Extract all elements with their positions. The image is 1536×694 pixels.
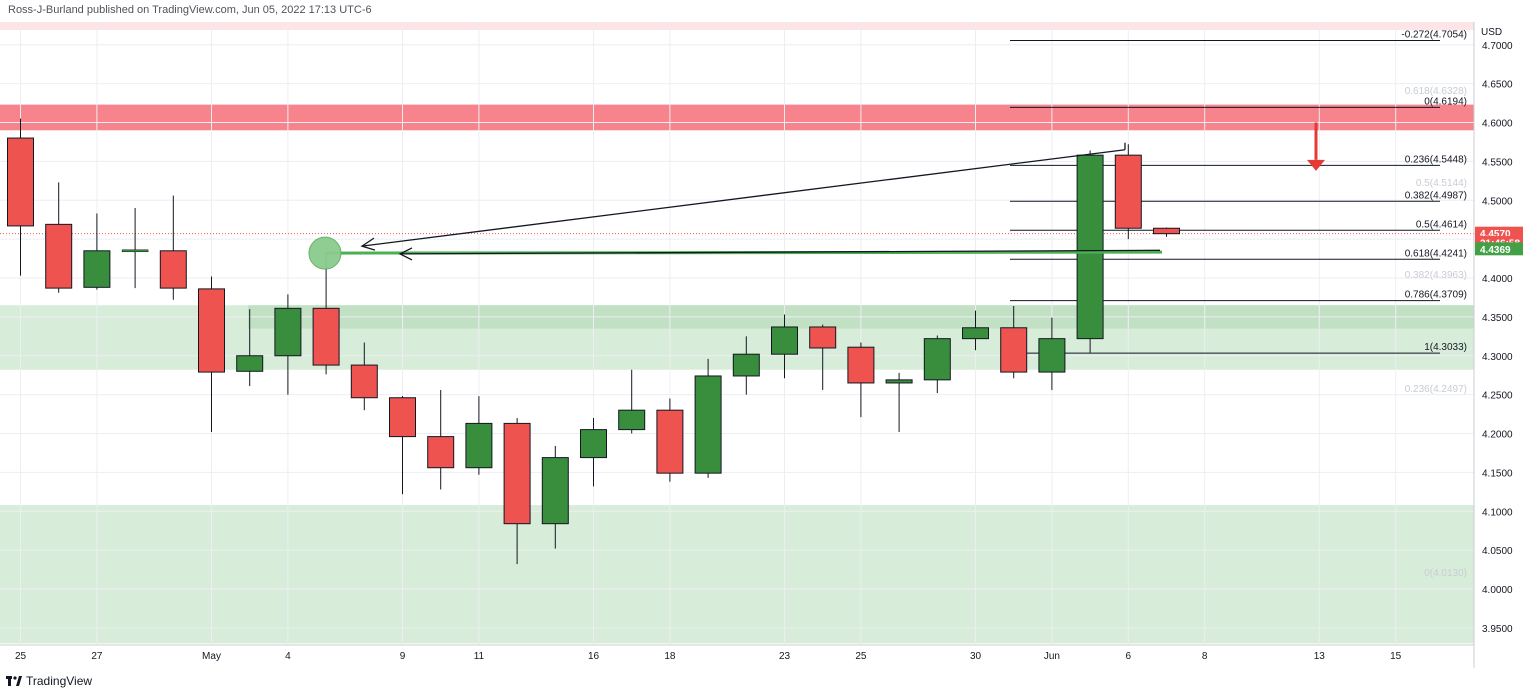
candle-body	[312, 307, 340, 366]
fib-label: 0.5(4.4614)	[1416, 219, 1467, 230]
fib-label: 0.618(4.4241)	[1405, 248, 1467, 259]
candle-body	[771, 326, 798, 355]
y-tick-label: 4.2500	[1482, 391, 1513, 402]
candle-body	[1076, 154, 1104, 340]
pointer-line-lower	[399, 249, 1161, 255]
x-tick-label: 27	[91, 651, 103, 662]
candle-body	[1000, 327, 1028, 373]
pointer-arrowhead-lower	[398, 247, 413, 261]
axes-layer: USD 4.70004.65004.60004.55004.50004.4500…	[0, 22, 1523, 668]
down-arrow-head	[1307, 159, 1325, 171]
candles-layer	[7, 118, 1180, 565]
fib-label: 0.382(4.4987)	[1405, 190, 1467, 201]
y-tick-label: 4.0000	[1482, 585, 1513, 596]
footer-brand-label: TradingView	[26, 674, 93, 688]
candle-body	[198, 288, 225, 373]
candle-body	[694, 375, 722, 474]
y-tick-label: 4.6500	[1482, 80, 1513, 91]
top-faint-band	[0, 22, 1474, 30]
y-tick-label: 4.1000	[1482, 507, 1513, 518]
candle-body	[809, 326, 837, 349]
x-tick-label: 13	[1314, 651, 1326, 662]
zone-resistance	[0, 104, 1474, 131]
candle-body	[580, 429, 607, 459]
fib-label: 0(4.0130)	[1424, 568, 1467, 579]
x-tick-label: 6	[1126, 651, 1132, 662]
y-tick-label: 4.3500	[1482, 313, 1513, 324]
annotations-layer	[308, 122, 1325, 270]
candle-body	[274, 307, 302, 357]
candlestick-chart[interactable]: -0.272(4.7054) 0.618(4.6328)0(4.6194) 0.23…	[0, 0, 1536, 668]
candle-body	[847, 346, 875, 384]
candle-body	[1114, 154, 1142, 229]
candle-body	[732, 353, 760, 377]
x-tick-label: 11	[474, 651, 485, 662]
y-tick-label: 4.5000	[1482, 196, 1513, 207]
x-tick-label: Jun	[1044, 651, 1060, 662]
fib-label: 0.786(4.3709)	[1405, 290, 1467, 301]
y-tick-label: 4.3000	[1482, 352, 1513, 363]
tradingview-logo-icon	[6, 676, 22, 686]
fib-label: 0.618(4.6328)	[1405, 86, 1467, 97]
candle-body	[45, 223, 73, 289]
fib-label: 0(4.6194)	[1424, 96, 1467, 107]
pointer-arrowhead-upper	[360, 237, 376, 251]
x-tick-label: 25	[855, 651, 867, 662]
candle-body	[1038, 338, 1066, 373]
y-tick-label: 4.4000	[1482, 274, 1513, 285]
fib-label: -0.272(4.7054)	[1401, 30, 1467, 41]
candle-body	[503, 422, 531, 525]
candle-body	[962, 327, 989, 340]
candle-body	[159, 250, 187, 289]
highlight-circle	[308, 236, 342, 270]
published-by-caption: Ross-J-Burland published on TradingView.…	[8, 4, 372, 16]
candle-body	[923, 338, 951, 381]
fib-label: 0.236(4.5448)	[1405, 154, 1467, 165]
candle-body	[541, 457, 569, 525]
x-tick-label: 8	[1202, 651, 1208, 662]
candle-body	[389, 397, 416, 438]
y-tick-label: 4.5500	[1482, 157, 1513, 168]
x-tick-label: 9	[400, 651, 406, 662]
x-tick-label: 30	[970, 651, 982, 662]
candle-body	[121, 249, 149, 253]
price-label: 4.4369	[1480, 245, 1511, 256]
y-tick-label: 4.0500	[1482, 546, 1513, 557]
currency-label: USD	[1481, 27, 1502, 38]
x-tick-label: 18	[664, 651, 676, 662]
y-tick-label: 4.6000	[1482, 119, 1513, 130]
x-tick-label: 25	[15, 651, 27, 662]
grid-layer	[0, 22, 1474, 645]
fib-label: 1(4.3033)	[1424, 342, 1467, 353]
y-tick-label: 4.2000	[1482, 430, 1513, 441]
fib-label: 0.5(4.5144)	[1416, 178, 1467, 189]
x-tick-label: 16	[588, 651, 600, 662]
x-tick-label: 4	[285, 651, 291, 662]
candle-body	[885, 379, 913, 384]
y-tick-label: 3.9500	[1482, 624, 1513, 635]
candle-body	[656, 409, 684, 474]
fib-label: 0.382(4.3963)	[1405, 270, 1467, 281]
x-tick-label: 23	[779, 651, 791, 662]
price-label: 4.4570	[1480, 229, 1511, 240]
x-tick-label: 15	[1390, 651, 1402, 662]
fib-levels-layer: -0.272(4.7054) 0.618(4.6328)0(4.6194) 0.23…	[0, 30, 1474, 579]
price-label-bg	[1475, 242, 1523, 256]
candle-body	[83, 250, 111, 288]
candle-body	[427, 436, 455, 469]
candle-body	[618, 409, 646, 431]
candle-body	[465, 422, 493, 469]
zone-support-lower	[0, 505, 1474, 644]
footer-brand[interactable]: TradingView	[6, 674, 92, 688]
x-tick-label: May	[202, 651, 221, 662]
candle-body	[7, 137, 34, 227]
candle-body	[236, 355, 264, 372]
fib-label: 0.236(4.2497)	[1405, 384, 1467, 395]
candle-body	[1153, 227, 1180, 235]
candle-body	[350, 364, 378, 399]
y-tick-label: 4.7000	[1482, 41, 1513, 52]
y-tick-label: 4.1500	[1482, 468, 1513, 479]
trendline-upper	[361, 149, 1126, 247]
